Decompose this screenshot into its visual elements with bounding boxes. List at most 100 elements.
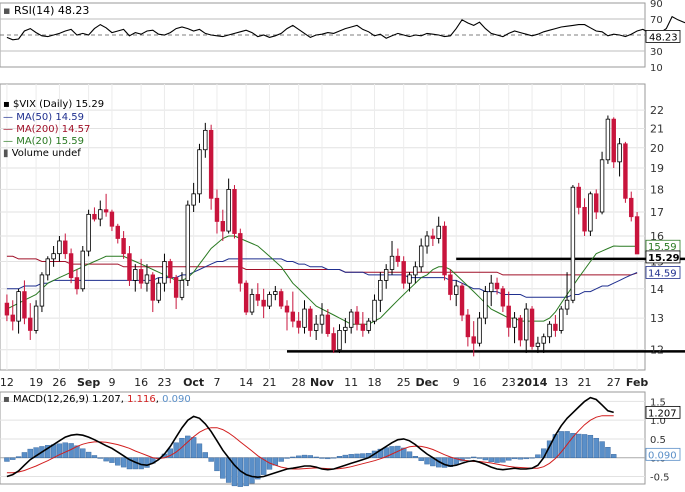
candle: [185, 200, 191, 286]
candle-body: [401, 261, 406, 284]
candle: [133, 264, 138, 292]
legend-volume: ▮ Volume undef: [3, 148, 81, 159]
candle: [459, 283, 465, 322]
candle-body: [483, 291, 488, 319]
macd-histogram-bar: [395, 445, 401, 458]
legend-ma200-swatch: —: [3, 124, 16, 135]
candle-body: [354, 311, 360, 325]
macd-histogram-bar: [500, 457, 506, 463]
candle-body: [599, 159, 605, 213]
macd-histogram-bar: [33, 447, 39, 458]
candle: [372, 294, 377, 325]
candle: [594, 189, 599, 220]
price-tick-label: 19: [650, 162, 664, 175]
rsi-line: [6, 15, 685, 41]
rsi-title-text: RSI(14) 48.23: [14, 4, 89, 17]
candle: [489, 274, 494, 307]
candle-body: [232, 189, 237, 234]
x-axis-label: 21: [578, 376, 592, 389]
candle-body: [28, 317, 33, 331]
candle: [512, 312, 517, 344]
candle: [208, 124, 214, 210]
macd-histogram-bar: [523, 457, 529, 460]
macd-histogram-bar: [21, 452, 28, 458]
candle: [267, 291, 272, 310]
ma50-line: [6, 258, 638, 298]
legend-ma200: — MA(200) 14.57: [3, 124, 90, 135]
candle: [599, 151, 605, 215]
x-axis-label: Sep: [77, 376, 100, 389]
candle: [168, 258, 173, 284]
candle-body: [267, 294, 272, 307]
candle-body: [51, 253, 56, 260]
rsi-tick-label: 30: [650, 47, 663, 58]
candle: [261, 288, 266, 319]
x-axis-label: 25: [397, 376, 411, 389]
candle-body: [45, 258, 50, 276]
candle-body: [296, 320, 301, 328]
ma200-line: [6, 255, 638, 276]
candle: [278, 288, 284, 310]
candle-body: [16, 291, 21, 322]
candle-body: [418, 245, 424, 268]
candle: [564, 272, 570, 316]
candle-body: [173, 277, 179, 298]
macd-histogram-bar: [330, 457, 337, 459]
candle: [354, 306, 360, 331]
rsi-value-tag-label: 48.23: [649, 32, 678, 43]
candle: [524, 303, 529, 354]
candle: [442, 221, 447, 281]
macd-histogram-bar: [85, 451, 92, 458]
macd-tick-label: 1.0: [650, 416, 666, 427]
candle: [214, 189, 220, 234]
candle-body: [337, 330, 342, 351]
legend-ma20: — MA(20) 15.59: [3, 136, 84, 147]
macd-histogram-bar: [424, 457, 430, 465]
macd-title-icon: ▪: [3, 394, 13, 405]
candle: [477, 312, 482, 347]
candle: [424, 231, 430, 254]
candle-body: [407, 274, 412, 284]
macd-histogram-bar: [115, 457, 121, 466]
candle: [232, 185, 237, 239]
candle-body: [459, 285, 465, 316]
macd-tick-label: 0.5: [650, 435, 666, 446]
candle: [389, 240, 395, 275]
x-axis-label: 12: [0, 376, 14, 389]
candle: [4, 294, 10, 322]
price-tick-label: 17: [650, 206, 664, 219]
macd-histogram-bar: [319, 457, 325, 459]
macd-histogram-bar: [465, 457, 471, 459]
x-axis-label: 16: [473, 376, 487, 389]
candle: [220, 209, 226, 241]
macd-histogram-bar: [214, 457, 220, 472]
macd-histogram-bar: [482, 457, 489, 461]
macd-histogram-bar: [599, 441, 605, 458]
macd-histogram-bar: [325, 457, 331, 460]
candle: [45, 256, 50, 281]
macd-tick-label: -0.5: [650, 472, 670, 483]
candle-body: [331, 333, 336, 351]
candle-body: [208, 129, 214, 199]
macd-histogram-bar: [348, 454, 354, 458]
candle: [494, 277, 500, 295]
candle: [588, 191, 593, 236]
macd-histogram-bar: [144, 457, 150, 468]
candle: [86, 209, 91, 257]
candle: [22, 280, 27, 325]
candle: [255, 283, 261, 307]
candle: [98, 200, 103, 227]
macd-histogram-bar: [611, 454, 617, 458]
x-axis-label: Feb: [626, 376, 649, 389]
candle: [629, 191, 634, 222]
x-axis-label: 18: [368, 376, 382, 389]
macd-histogram-bar: [511, 457, 518, 460]
candle: [343, 318, 348, 344]
candle-body: [138, 269, 144, 284]
candle-body: [57, 240, 62, 255]
candle-body: [465, 314, 471, 338]
candle-body: [168, 261, 173, 279]
macd-histogram-bar: [529, 457, 535, 459]
candle: [436, 216, 441, 244]
